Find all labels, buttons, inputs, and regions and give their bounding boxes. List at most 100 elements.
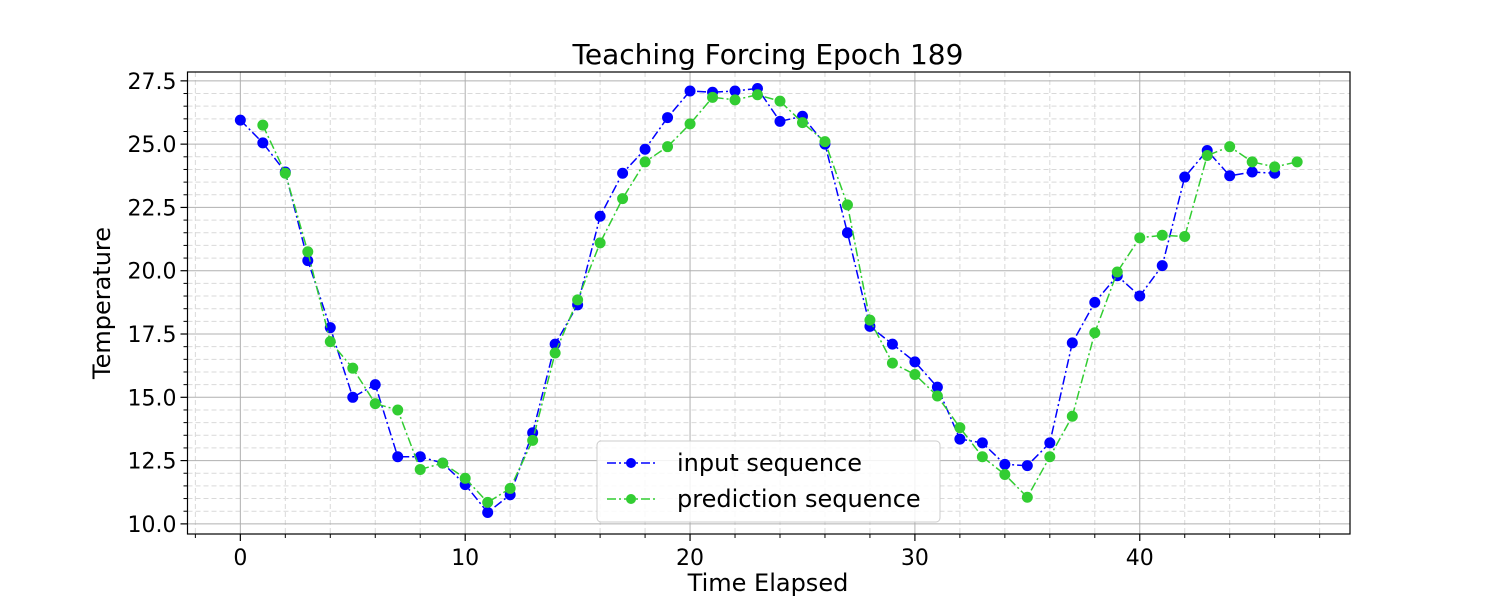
data-point (617, 193, 629, 205)
data-point (999, 458, 1011, 470)
data-point (369, 398, 381, 410)
data-point (1111, 266, 1123, 278)
data-point (369, 379, 381, 391)
data-point (482, 496, 494, 508)
data-point (572, 294, 584, 306)
data-point (707, 91, 719, 103)
data-point (954, 422, 966, 434)
y-tick-label: 20.0 (128, 260, 177, 285)
data-point (1246, 166, 1258, 178)
data-point (1021, 460, 1033, 472)
data-point (459, 472, 471, 484)
series-prediction-sequence (257, 89, 1303, 508)
data-point (909, 369, 921, 381)
data-point (257, 119, 269, 131)
data-point (527, 434, 539, 446)
x-tick-label: 10 (451, 546, 479, 571)
data-point (684, 118, 696, 130)
legend-label: input sequence (677, 449, 862, 477)
data-point (549, 347, 561, 359)
legend-label: prediction sequence (677, 485, 921, 513)
data-point (1179, 171, 1191, 183)
data-point (1156, 260, 1168, 272)
data-point (796, 117, 808, 129)
data-point (774, 95, 786, 107)
data-point (1224, 141, 1236, 153)
data-point (1089, 327, 1101, 339)
data-point (1291, 156, 1303, 168)
data-point (841, 227, 853, 239)
data-point (1066, 337, 1078, 349)
data-point (257, 137, 269, 149)
legend-marker (626, 458, 636, 468)
data-point (954, 433, 966, 445)
data-point (279, 167, 291, 179)
legend-item: prediction sequence (607, 485, 921, 513)
data-point (234, 114, 246, 126)
data-point (886, 357, 898, 369)
data-point (504, 482, 516, 494)
data-point (1066, 410, 1078, 422)
data-point (639, 143, 651, 155)
data-point (324, 336, 336, 348)
legend-marker (626, 494, 636, 504)
data-point (1044, 451, 1056, 463)
chart-title: Teaching Forcing Epoch 189 (572, 38, 964, 71)
data-point (662, 141, 674, 153)
series-line (239, 87, 1275, 514)
data-point (864, 314, 876, 326)
data-point (931, 390, 943, 402)
x-tick-label: 30 (901, 546, 929, 571)
data-point (976, 451, 988, 463)
x-tick-label: 0 (233, 546, 247, 571)
y-tick-label: 15.0 (128, 386, 177, 411)
data-point (1269, 161, 1281, 173)
data-point (684, 85, 696, 97)
data-point (347, 391, 359, 403)
data-point (841, 199, 853, 211)
data-point (1044, 437, 1056, 449)
data-point (819, 136, 831, 148)
data-point (729, 94, 741, 106)
y-tick-label: 12.5 (128, 450, 177, 475)
data-point (1021, 491, 1033, 503)
data-point (1224, 170, 1236, 182)
data-point (752, 89, 764, 101)
data-point (594, 210, 606, 222)
data-point (594, 237, 606, 249)
data-point (999, 469, 1011, 481)
data-point (414, 463, 426, 475)
data-point (639, 156, 651, 168)
legend-item: input sequence (607, 449, 862, 477)
data-point (1179, 231, 1191, 243)
data-point (324, 322, 336, 334)
data-point (302, 246, 314, 258)
y-tick-label: 17.5 (128, 323, 177, 348)
legend-box (596, 440, 941, 523)
series-layer (234, 82, 1303, 518)
x-tick-label: 40 (1126, 546, 1154, 571)
plot-frame (186, 71, 1351, 535)
data-point (392, 404, 404, 416)
x-tick-label: 20 (676, 546, 704, 571)
data-point (886, 338, 898, 350)
x-axis-label: Time Elapsed (687, 569, 849, 597)
data-point (976, 437, 988, 449)
data-point (1089, 296, 1101, 308)
y-tick-label: 25.0 (128, 133, 177, 158)
data-point (617, 167, 629, 179)
data-point (774, 115, 786, 127)
y-tick-label: 22.5 (128, 196, 177, 221)
legend: input sequence prediction sequence (596, 440, 941, 523)
data-point (909, 356, 921, 368)
y-tick-label: 10.0 (128, 513, 177, 538)
data-point (392, 451, 404, 463)
data-point (482, 506, 494, 518)
data-point (1156, 229, 1168, 241)
data-point (437, 457, 449, 469)
data-point (1134, 290, 1146, 302)
data-point (1246, 156, 1258, 168)
data-point (662, 112, 674, 124)
data-point (1134, 232, 1146, 244)
